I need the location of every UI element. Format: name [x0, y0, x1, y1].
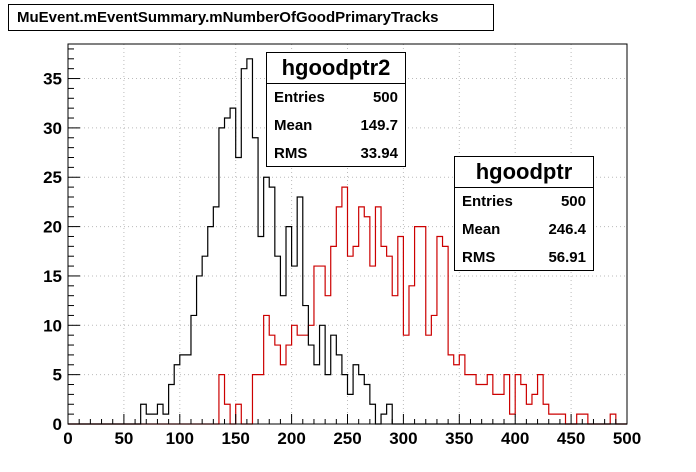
stats-value: 500 — [372, 89, 398, 106]
stats-label: Mean — [462, 221, 501, 238]
x-tick-label: 250 — [333, 429, 361, 448]
y-tick-label: 5 — [53, 366, 62, 385]
y-tick-label: 20 — [43, 218, 62, 237]
stats-row-rms: RMS 33.94 — [267, 140, 405, 168]
chart-title: MuEvent.mEventSummary.mNumberOfGoodPrima… — [8, 4, 494, 31]
stats-box-hgoodptr2: hgoodptr2 Entries 500 Mean 149.7 RMS 33.… — [266, 52, 406, 167]
stats-value: 33.94 — [360, 145, 398, 162]
stats-value: 246.4 — [548, 221, 586, 238]
x-tick-label: 400 — [501, 429, 529, 448]
stats-label: Mean — [274, 117, 313, 134]
x-tick-label: 300 — [389, 429, 417, 448]
x-tick-label: 0 — [63, 429, 72, 448]
x-tick-label: 350 — [445, 429, 473, 448]
stats-row-mean: Mean 149.7 — [267, 112, 405, 140]
stats-row-entries: Entries 500 — [267, 84, 405, 112]
y-tick-label: 15 — [43, 267, 62, 286]
stats-value: 500 — [560, 193, 586, 210]
x-tick-label: 150 — [222, 429, 250, 448]
stats-label: RMS — [462, 249, 496, 266]
stats-label: Entries — [462, 193, 513, 210]
y-tick-label: 0 — [53, 415, 62, 434]
x-tick-label: 100 — [166, 429, 194, 448]
stats-box-hgoodptr: hgoodptr Entries 500 Mean 246.4 RMS 56.9… — [454, 156, 594, 271]
x-tick-label: 200 — [277, 429, 305, 448]
stats-name: hgoodptr2 — [267, 53, 405, 84]
stats-value: 56.91 — [548, 249, 586, 266]
y-tick-label: 25 — [43, 168, 62, 187]
y-tick-label: 35 — [43, 70, 62, 89]
stats-label: RMS — [274, 145, 308, 162]
y-tick-label: 10 — [43, 316, 62, 335]
stats-value: 149.7 — [360, 117, 398, 134]
x-tick-label: 50 — [114, 429, 133, 448]
stats-row-rms: RMS 56.91 — [455, 244, 593, 272]
stats-row-mean: Mean 246.4 — [455, 216, 593, 244]
axis-ticks: 0 50 100 150 200 250 300 350 400 450 500 0 5 10 15 20 25… — [43, 48, 641, 448]
stats-label: Entries — [274, 89, 325, 106]
x-tick-label: 500 — [613, 429, 641, 448]
y-tick-label: 30 — [43, 119, 62, 138]
x-tick-label: 450 — [557, 429, 585, 448]
stats-row-entries: Entries 500 — [455, 188, 593, 216]
stats-name: hgoodptr — [455, 157, 593, 188]
